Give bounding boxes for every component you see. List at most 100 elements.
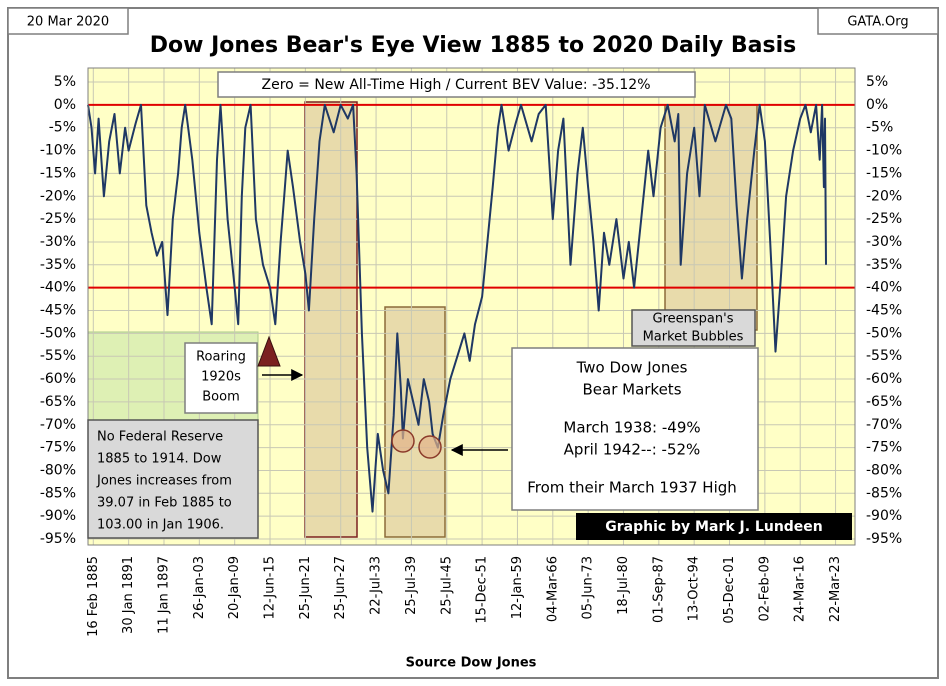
date-label: 20 Mar 2020 bbox=[27, 15, 109, 30]
y-tick-label-right: -95% bbox=[866, 531, 902, 547]
annotation-text: April 1942--: -52% bbox=[564, 441, 701, 459]
chart-title: Dow Jones Bear's Eye View 1885 to 2020 D… bbox=[150, 33, 797, 58]
y-tick-label-right: -30% bbox=[866, 234, 902, 250]
y-tick-label: -30% bbox=[40, 234, 76, 250]
x-tick-label: 18-Jul-80 bbox=[616, 556, 631, 615]
y-tick-label-right: -25% bbox=[866, 211, 902, 227]
y-tick-label-right: -45% bbox=[866, 303, 902, 319]
y-tick-label: -35% bbox=[40, 257, 76, 273]
y-tick-label: -80% bbox=[40, 462, 76, 478]
y-tick-label: -50% bbox=[40, 325, 76, 341]
annotation-text: Jones increases from bbox=[96, 474, 232, 489]
y-tick-label-right: -85% bbox=[866, 485, 902, 501]
x-tick-label: 11 Jan 1897 bbox=[156, 556, 171, 634]
y-tick-label: -5% bbox=[49, 120, 76, 136]
highlight-circle bbox=[418, 435, 442, 459]
x-tick-label: 01-Sep-87 bbox=[651, 556, 666, 623]
x-tick-label: 26-Jan-03 bbox=[192, 556, 207, 619]
annotation-text: 1920s bbox=[201, 370, 241, 385]
no-fed-box bbox=[87, 419, 259, 539]
y-tick-label: -10% bbox=[40, 143, 76, 159]
y-tick-label-right: -15% bbox=[866, 165, 902, 181]
annotation-text: Market Bubbles bbox=[643, 330, 744, 345]
x-tick-label: 25-Jul-39 bbox=[404, 556, 419, 615]
y-tick-label-right: -5% bbox=[866, 120, 893, 136]
site-box bbox=[817, 7, 939, 35]
highlight-circle bbox=[391, 429, 415, 453]
x-tick-label: 15-Dec-51 bbox=[475, 556, 490, 624]
x-tick-label: 22-Jul-33 bbox=[369, 556, 384, 615]
x-tick-label: 22-Mar-23 bbox=[828, 556, 843, 622]
x-tick-label: 13-Oct-94 bbox=[687, 556, 702, 621]
roaring-box bbox=[184, 342, 258, 414]
annotation-text: No Federal Reserve bbox=[97, 430, 223, 445]
x-tick-label: 30 Jan 1891 bbox=[121, 556, 136, 634]
annotation-text: March 1938: -49% bbox=[563, 419, 700, 437]
y-tick-label: -25% bbox=[40, 211, 76, 227]
y-tick-label-right: -60% bbox=[866, 371, 902, 387]
thirties-region bbox=[384, 306, 446, 538]
y-tick-label: -85% bbox=[40, 485, 76, 501]
y-tick-label-right: -65% bbox=[866, 394, 902, 410]
y-tick-label-right: -20% bbox=[866, 188, 902, 204]
x-tick-label: 20-Jan-09 bbox=[227, 556, 242, 619]
y-tick-label: -70% bbox=[40, 417, 76, 433]
credit: Graphic by Mark J. Lundeen bbox=[605, 519, 823, 535]
y-tick-label-right: -80% bbox=[866, 462, 902, 478]
x-tick-label: 02-Feb-09 bbox=[757, 556, 772, 621]
annotation-text: Greenspan's bbox=[653, 312, 734, 327]
y-tick-label-right: 0% bbox=[866, 97, 888, 113]
axes: 5% 5% 0% 0% -5% -5% -10% -10% -15% -15% -20% -20% -2… bbox=[40, 74, 902, 637]
y-tick-label-right: 5% bbox=[866, 74, 888, 90]
y-tick-label: 5% bbox=[54, 74, 76, 90]
x-tick-label: 16 Feb 1885 bbox=[86, 556, 101, 637]
x-tick-label: 25-Jun-27 bbox=[333, 556, 348, 620]
y-tick-label-right: -10% bbox=[866, 143, 902, 159]
y-tick-label-right: -70% bbox=[866, 417, 902, 433]
y-tick-label-right: -40% bbox=[866, 280, 902, 296]
y-tick-label: -20% bbox=[40, 188, 76, 204]
annotation-text: Two Dow Jones bbox=[576, 359, 688, 377]
y-tick-label: -95% bbox=[40, 531, 76, 547]
y-tick-label: -65% bbox=[40, 394, 76, 410]
bear-markets-box bbox=[511, 347, 759, 511]
x-tick-label: 05-Dec-01 bbox=[722, 556, 737, 624]
y-tick-label: -60% bbox=[40, 371, 76, 387]
x-tick-label: 25-Jul-45 bbox=[439, 556, 454, 615]
y-tick-label: -75% bbox=[40, 440, 76, 456]
site-label: GATA.Org bbox=[847, 15, 908, 30]
annotation-text: Bear Markets bbox=[582, 381, 681, 399]
x-tick-label: 12-Jun-15 bbox=[263, 556, 278, 620]
y-tick-label: -40% bbox=[40, 280, 76, 296]
annotation-text: Roaring bbox=[196, 350, 246, 365]
y-tick-label-right: -35% bbox=[866, 257, 902, 273]
top-note-box bbox=[217, 71, 696, 98]
y-tick-label-right: -55% bbox=[866, 348, 902, 364]
date-box bbox=[7, 7, 129, 35]
y-tick-label: -45% bbox=[40, 303, 76, 319]
annotation-text: 39.07 in Feb 1885 to bbox=[97, 496, 232, 511]
annotation-text: From their March 1937 High bbox=[527, 479, 737, 497]
y-tick-label: -15% bbox=[40, 165, 76, 181]
plot-border bbox=[87, 67, 856, 546]
annotation-text: Boom bbox=[202, 390, 240, 405]
x-tick-label: 24-Mar-16 bbox=[793, 556, 808, 622]
x-tick-label: 25-Jun-21 bbox=[298, 556, 313, 620]
credit-box bbox=[576, 513, 852, 540]
y-tick-label: -90% bbox=[40, 508, 76, 524]
greenspan-box bbox=[631, 309, 756, 347]
x-axis-title: Source Dow Jones bbox=[406, 656, 537, 671]
roaring-region bbox=[304, 101, 358, 538]
top-note: Zero = New All-Time High / Current BEV V… bbox=[261, 77, 650, 93]
annotation-text: 103.00 in Jan 1906. bbox=[97, 518, 224, 533]
y-tick-label-right: -50% bbox=[866, 325, 902, 341]
x-tick-label: 05-Jun-73 bbox=[581, 556, 596, 620]
x-tick-label: 12-Jan-59 bbox=[510, 556, 525, 619]
marker-triangle bbox=[257, 335, 281, 367]
annotation-text: 1885 to 1914. Dow bbox=[97, 452, 222, 467]
y-tick-label: 0% bbox=[54, 97, 76, 113]
x-tick-label: 04-Mar-66 bbox=[545, 556, 560, 622]
y-tick-label-right: -90% bbox=[866, 508, 902, 524]
reference-lines bbox=[88, 103, 855, 289]
